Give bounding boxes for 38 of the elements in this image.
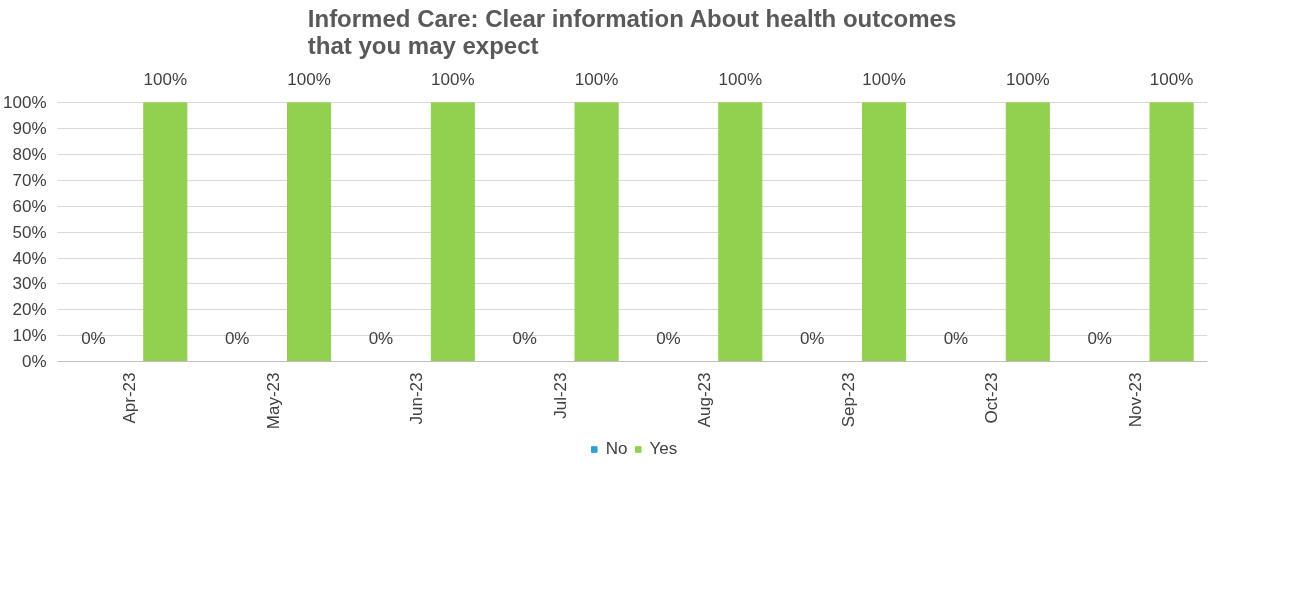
data-label: 0% — [224, 328, 250, 348]
data-label: 0% — [512, 328, 537, 348]
data-label: 0% — [81, 328, 106, 348]
x-tick-label: Nov-23 — [1126, 372, 1146, 428]
data-label: 0% — [656, 328, 681, 348]
y-tick-label: 60% — [12, 196, 47, 216]
x-tick-label: Apr-23 — [119, 372, 139, 424]
x-tick-label: Jul-23 — [551, 372, 571, 419]
x-tick-label: Sep-23 — [838, 372, 858, 428]
data-label: 0% — [368, 328, 394, 348]
x-tick-label: May-23 — [263, 372, 283, 430]
y-tick-label: 50% — [12, 222, 47, 242]
y-tick-label: 70% — [12, 170, 47, 190]
data-label: 100% — [1149, 69, 1194, 89]
data-label: 100% — [287, 69, 331, 89]
data-label: 0% — [799, 328, 825, 348]
y-tick-label: 0% — [21, 352, 47, 371]
x-tick-label: Oct-23 — [982, 372, 1002, 424]
y-tick-label: 80% — [12, 145, 47, 165]
legend-label: No — [605, 439, 628, 459]
data-label: 0% — [1087, 328, 1112, 348]
y-tick-label: 40% — [12, 248, 47, 268]
legend-label: Yes — [649, 439, 678, 459]
x-tick-label: Aug-23 — [694, 372, 714, 428]
data-label: 100% — [862, 69, 906, 89]
y-tick-label: 30% — [12, 274, 47, 294]
data-label: 100% — [574, 69, 619, 89]
data-label: 100% — [143, 69, 188, 89]
y-tick-label: 100% — [3, 93, 47, 113]
data-label: 100% — [431, 69, 475, 89]
chart-title: Informed Care: Clear information About health outcomes that you may expect — [307, 5, 957, 59]
data-label: 0% — [943, 328, 969, 348]
y-tick-label: 20% — [12, 300, 47, 320]
y-tick-label: 10% — [12, 326, 47, 346]
data-label: 100% — [718, 69, 763, 89]
data-label: 100% — [1006, 69, 1050, 89]
y-tick-label: 90% — [12, 119, 47, 139]
x-tick-label: Jun-23 — [407, 372, 427, 425]
